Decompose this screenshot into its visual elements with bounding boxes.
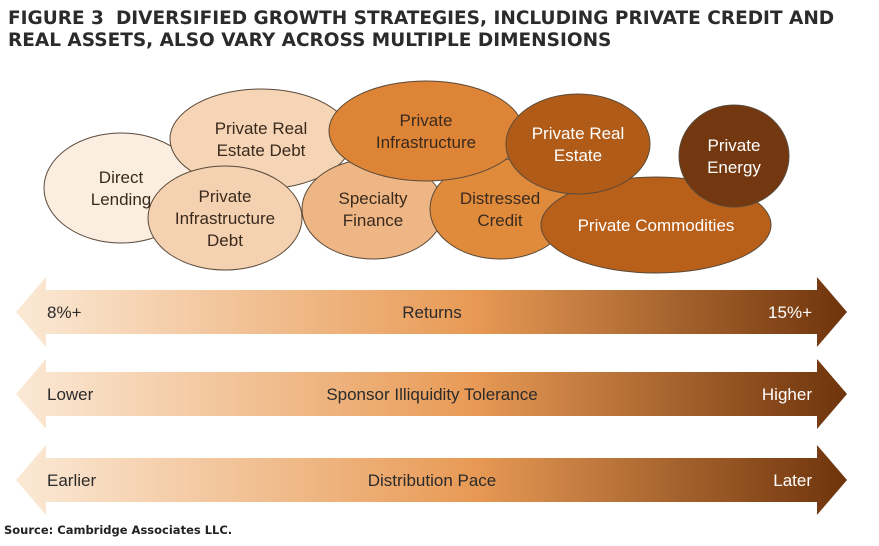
- bubble-private-infrastructure: Private Infrastructure: [328, 80, 524, 182]
- bubble-label-specialty-finance: Specialty: [339, 189, 408, 208]
- arrow-right-label: Higher: [762, 385, 812, 404]
- arrow-left-label: 8%+: [47, 303, 82, 322]
- bubble-private-infrastructure-debt: Private Infrastructure Debt: [147, 165, 303, 271]
- arrow-center-label: Sponsor Illiquidity Tolerance: [326, 385, 537, 404]
- bubble-label-private-energy: Private: [708, 136, 761, 155]
- bubble-label-private-infrastructure-debt: Debt: [207, 231, 243, 250]
- bubble-label-distressed-credit: Credit: [477, 211, 523, 230]
- arrow-shape-sponsor-illiquidity-tolerance: [16, 359, 847, 429]
- bubble-label-distressed-credit: Distressed: [460, 189, 540, 208]
- arrow-left-label: Lower: [47, 385, 94, 404]
- bubble-shape-private-infrastructure: [328, 80, 524, 182]
- bubble-shape-private-real-estate: [505, 93, 651, 195]
- bubble-label-specialty-finance: Finance: [343, 211, 403, 230]
- figure-title-line-2: REAL ASSETS, ALSO VARY ACROSS MULTIPLE D…: [8, 30, 612, 51]
- arrow-distribution-pace: Earlier Distribution Pace Later: [16, 445, 847, 515]
- arrow-shape-returns: [16, 277, 847, 347]
- bubble-shape-private-infrastructure-debt: [147, 165, 303, 271]
- bubble-shape-private-energy: [678, 104, 790, 208]
- bubble-label-private-real-estate-debt: Estate Debt: [217, 141, 306, 160]
- bubble-label-private-real-estate: Private Real: [532, 124, 625, 143]
- bubble-private-commodities: Private Commodities: [540, 176, 772, 274]
- bubble-label-private-commodities: Private Commodities: [578, 216, 735, 235]
- figure-title-text-1: DIVERSIFIED GROWTH STRATEGIES, INCLUDING…: [115, 8, 835, 29]
- bubble-label-private-infrastructure-debt: Private: [199, 187, 252, 206]
- bubble-label-private-real-estate-debt: Private Real: [215, 119, 308, 138]
- bubble-label-direct-lending: Direct: [99, 168, 144, 187]
- bubble-label-private-infrastructure: Private: [400, 111, 453, 130]
- bubble-private-energy: Private Energy: [678, 104, 790, 208]
- bubble-private-real-estate: Private Real Estate: [505, 93, 651, 195]
- arrow-shape-distribution-pace: [16, 445, 847, 515]
- bubble-label-private-infrastructure-debt: Infrastructure: [175, 209, 275, 228]
- figure-number: FIGURE 3: [8, 8, 104, 29]
- bubble-label-private-real-estate: Estate: [554, 146, 602, 165]
- bubble-label-private-infrastructure: Infrastructure: [376, 133, 476, 152]
- arrow-right-label: 15%+: [768, 303, 812, 322]
- figure-title: FIGURE 3 DIVERSIFIED GROWTH STRATEGIES, I…: [8, 8, 868, 52]
- figure-title-line-1: FIGURE 3 DIVERSIFIED GROWTH STRATEGIES, I…: [8, 8, 868, 30]
- arrow-sponsor-illiquidity-tolerance: Lower Sponsor Illiquidity Tolerance Higher: [16, 359, 847, 429]
- arrow-returns: 8%+ Returns 15%+: [16, 277, 847, 347]
- arrow-center-label: Distribution Pace: [368, 471, 497, 490]
- arrow-center-label: Returns: [402, 303, 462, 322]
- source-note: Source: Cambridge Associates LLC.: [4, 523, 233, 537]
- dimension-arrows: 8%+ Returns 15%+ Lower Sponsor Illiquidity T…: [16, 277, 847, 515]
- arrow-right-label: Later: [773, 471, 812, 490]
- arrow-left-label: Earlier: [47, 471, 96, 490]
- bubble-label-direct-lending: Lending: [91, 190, 152, 209]
- bubble-label-private-energy: Energy: [707, 158, 761, 177]
